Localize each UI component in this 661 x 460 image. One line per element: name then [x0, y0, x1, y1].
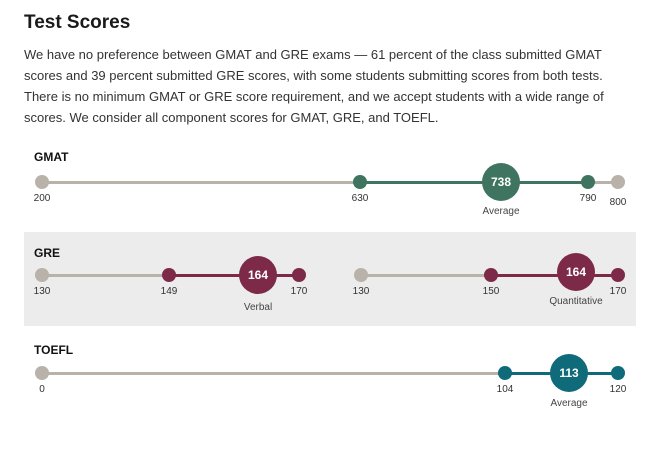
gre-quant-track: 164 130 150 170 Quantitative: [24, 232, 636, 326]
toefl-range-high-marker: [611, 366, 625, 380]
gmat-range-low-marker: [353, 175, 367, 189]
gmat-label: GMAT: [34, 150, 69, 164]
toefl-range-low-marker: [498, 366, 512, 380]
toefl-range-high-label: 120: [609, 384, 627, 395]
gre-verbal-range-high-marker: [292, 268, 306, 282]
gre-verbal-base-line: [42, 274, 169, 277]
gre-section: GRE 164 130 149 170 Verbal 164 130 150 1…: [24, 232, 636, 326]
toefl-average-bubble: 113: [550, 354, 588, 392]
page-title: Test Scores: [24, 12, 131, 33]
toefl-base-line: [42, 372, 505, 375]
gre-verbal-caption: Verbal: [243, 302, 273, 313]
gre-verbal-range-line: [169, 274, 299, 277]
gmat-section: GMAT 738 200 630 790 800 Average: [24, 140, 636, 225]
gre-verbal-scale-min-marker: [35, 268, 49, 282]
gmat-scale-min-label: 200: [33, 193, 51, 204]
toefl-range-low-label: 104: [496, 384, 514, 395]
gmat-scale-min-marker: [35, 175, 49, 189]
toefl-section: TOEFL 113 0 104 120 Average: [24, 333, 636, 418]
gmat-tail-line: [588, 181, 618, 184]
gre-quant-average-bubble: 164: [557, 253, 595, 291]
toefl-label: TOEFL: [34, 343, 74, 357]
gre-quant-scale-min-label: 130: [352, 286, 370, 297]
gmat-average-caption: Average: [482, 206, 520, 217]
gre-verbal-average-bubble: 164: [239, 256, 277, 294]
gmat-base-line: [42, 181, 360, 184]
intro-text: We have no preference between GMAT and G…: [24, 47, 604, 125]
gre-quant-caption: Quantitative: [549, 296, 603, 307]
gre-label: GRE: [34, 246, 61, 260]
gre-quant-range-line: [491, 274, 618, 277]
gmat-score-track: 738 200 630 790 800 Average: [24, 140, 636, 225]
toefl-average-caption: Average: [550, 398, 588, 409]
gre-quant-range-high-label: 170: [609, 286, 627, 297]
gmat-scale-max-label: 800: [609, 197, 627, 208]
toefl-scale-min-marker: [35, 366, 49, 380]
gre-quant-range-low-marker: [484, 268, 498, 282]
gmat-range-high-marker: [581, 175, 595, 189]
gmat-range-low-label: 630: [351, 193, 369, 204]
gre-quant-range-low-label: 150: [482, 286, 500, 297]
gmat-average-bubble: 738: [482, 163, 520, 201]
gre-quant-base-line: [361, 274, 491, 277]
gre-verbal-range-low-label: 149: [160, 286, 178, 297]
gre-verbal-track: 164 130 149 170 Verbal: [24, 232, 636, 326]
toefl-scale-min-label: 0: [39, 384, 45, 395]
gre-quant-scale-min-marker: [354, 268, 368, 282]
gmat-range-high-label: 790: [579, 193, 597, 204]
gre-verbal-range-low-marker: [162, 268, 176, 282]
gre-quant-range-high-marker: [611, 268, 625, 282]
gre-verbal-range-high-label: 170: [290, 286, 308, 297]
toefl-score-track: 113 0 104 120 Average: [24, 333, 636, 418]
gre-verbal-scale-min-label: 130: [33, 286, 51, 297]
gmat-scale-max-marker: [611, 175, 625, 189]
